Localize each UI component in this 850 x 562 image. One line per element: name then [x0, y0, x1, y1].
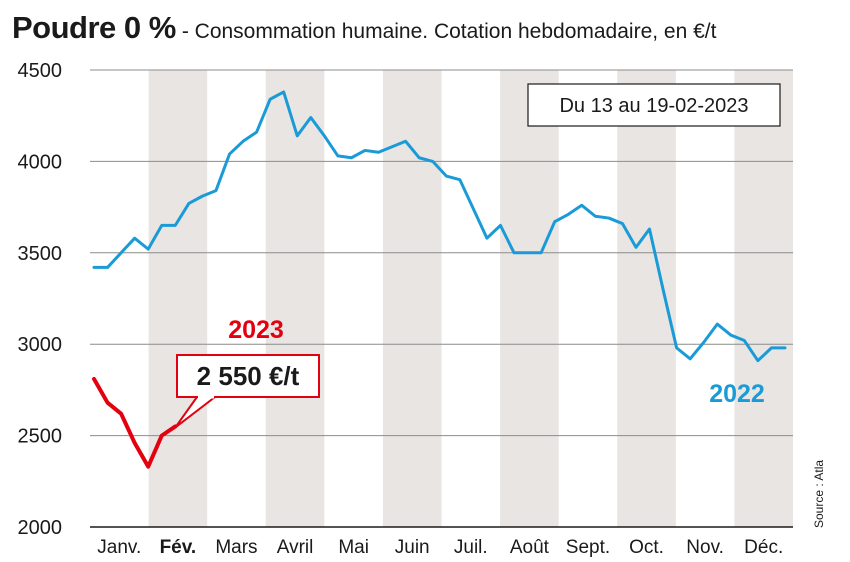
period-label-box: [527, 83, 781, 127]
series-label-2022: 2022: [709, 380, 765, 408]
month-band-dec: [734, 70, 793, 527]
chart-title: Poudre 0 %: [12, 10, 176, 45]
y-tick-label: 2500: [18, 426, 63, 448]
x-tick-label-nov: Nov.: [686, 537, 724, 558]
month-band-aout: [500, 70, 559, 527]
x-tick-label-juil: Juil.: [454, 537, 488, 558]
month-band-avril: [265, 70, 325, 527]
x-tick-label-juin: Juin: [395, 537, 430, 558]
period-label: Du 13 au 19-02-2023: [559, 95, 748, 117]
y-tick-label: 3500: [18, 243, 63, 265]
x-tick-label-dec: Déc.: [744, 537, 783, 558]
series-line-2023: [92, 376, 178, 469]
y-tick-label: 4500: [18, 60, 63, 82]
month-bands: [148, 70, 793, 527]
y-axis: 2000 2500 3000 3500 4000 4500: [18, 60, 63, 539]
x-tick-label-fev: Fév.: [160, 537, 197, 558]
y-tick-label: 2000: [18, 517, 63, 539]
x-tick-label-avril: Avril: [277, 537, 314, 558]
gridlines: [90, 69, 793, 528]
y-tick-label: 4000: [18, 151, 63, 173]
x-tick-label-janv: Janv.: [97, 537, 141, 558]
x-tick-label-sept: Sept.: [566, 537, 610, 558]
chart-subtitle: - Consommation humaine. Cotation hebdoma…: [181, 20, 717, 43]
series-lines: 2022 2023: [92, 90, 787, 469]
x-tick-label-mai: Mai: [338, 537, 369, 558]
month-band-juin: [382, 70, 442, 527]
x-axis: Janv. Fév. Mars Avril Mai Juin Juil. Août Sept. O…: [97, 537, 783, 558]
month-band-oct: [617, 70, 676, 527]
month-band-fev: [148, 70, 208, 527]
x-tick-label-oct: Oct.: [629, 537, 664, 558]
callout-value-label: 2 550 €/t: [197, 361, 300, 391]
chart-header: Poudre 0 % - Consommation humaine. Cotati…: [12, 10, 716, 46]
series-label-2023: 2023: [228, 316, 284, 344]
y-tick-label: 3000: [18, 334, 63, 356]
x-tick-label-aout: Août: [510, 537, 550, 558]
x-tick-label-mars: Mars: [215, 537, 257, 558]
series-line-2022: [92, 90, 787, 363]
callout-box: [176, 354, 320, 398]
source-note: Source : Atla: [812, 459, 826, 528]
annotations: 2 550 €/t Du 13 au 19-02-2023: [174, 83, 781, 429]
